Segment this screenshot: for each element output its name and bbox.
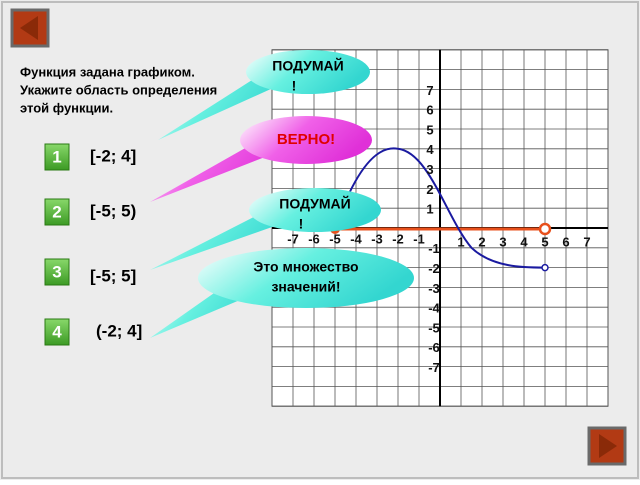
answer-text: (-2; 4] — [96, 321, 142, 340]
callout-bubble — [198, 248, 414, 308]
callout: ВЕРНО! — [150, 116, 372, 202]
x-tick-label: 6 — [562, 234, 569, 249]
x-tick-label: -3 — [371, 231, 383, 246]
y-tick-label: -3 — [428, 281, 440, 296]
answer-number: 2 — [52, 202, 61, 221]
y-tick-label: -7 — [428, 360, 440, 375]
callout-tail — [150, 206, 292, 270]
x-tick-label: -7 — [287, 231, 299, 246]
x-tick-label: 1 — [457, 234, 464, 249]
question: Функция задана графиком. Укажите область … — [20, 64, 217, 115]
answer-option[interactable]: 2 [-5; 5) — [44, 198, 136, 226]
answers: 1 [-2; 4] 2 [-5; 5) 3 [-5; 5] 4 (-2; 4] — [44, 143, 142, 346]
y-tick-label: 5 — [426, 122, 433, 137]
x-tick-label: 3 — [499, 234, 506, 249]
x-tick-label: -6 — [308, 231, 320, 246]
answer-button — [44, 318, 70, 346]
x-tick-label: -2 — [392, 231, 404, 246]
callout-text: ! — [299, 216, 304, 232]
nav-next[interactable] — [587, 426, 627, 466]
x-tick-label: -1 — [413, 231, 425, 246]
callout-tail — [158, 68, 287, 140]
y-tick-label: 1 — [426, 202, 433, 217]
y-tick-label: -2 — [428, 261, 440, 276]
answer-button — [44, 198, 70, 226]
x-tick-label: -5 — [329, 231, 341, 246]
answer-text: [-2; 4] — [90, 146, 136, 165]
callout: ПОДУМАЙ! — [150, 188, 381, 270]
y-tick-label: 6 — [426, 103, 433, 118]
answer-number: 3 — [52, 262, 61, 281]
y-tick-label: -4 — [428, 301, 440, 316]
axis-labels: -7 -6 -5 -4 -3 -2 -1 1 2 3 4 5 6 77654321-1-2-3-4-5-6… — [287, 83, 590, 375]
callout: ПОДУМАЙ! — [158, 50, 370, 140]
y-tick-label: -5 — [428, 320, 440, 335]
x-tick-label: 4 — [520, 234, 528, 249]
callout-text: Это множество — [253, 259, 358, 275]
callout-text: ПОДУМАЙ — [272, 57, 343, 74]
answer-number: 1 — [52, 147, 61, 166]
callout: Это множество значений! — [150, 248, 414, 338]
callout-text: значений! — [271, 279, 340, 295]
nav-prev[interactable] — [10, 8, 50, 48]
y-tick-label: 7 — [426, 83, 433, 98]
function-curve — [334, 147, 546, 269]
answer-text: [-5; 5] — [90, 266, 136, 285]
question-line: этой функции. — [20, 100, 113, 115]
answer-option[interactable]: 1 [-2; 4] — [44, 143, 136, 171]
x-tick-label: 2 — [478, 234, 485, 249]
question-line: Укажите область определения — [20, 82, 217, 97]
y-tick-label: 2 — [426, 182, 433, 197]
answer-option[interactable]: 4 (-2; 4] — [44, 318, 142, 346]
answer-button — [44, 258, 70, 286]
answer-text: [-5; 5) — [90, 201, 136, 220]
callout-text: ПОДУМАЙ — [279, 195, 350, 212]
y-tick-label: 4 — [426, 142, 434, 157]
callout-text: ! — [292, 78, 297, 94]
callout-bubble — [249, 188, 381, 232]
x-tick-label: -4 — [350, 231, 362, 246]
answer-number: 4 — [52, 322, 62, 341]
y-tick-label: -1 — [428, 241, 440, 256]
y-tick-label: -6 — [428, 340, 440, 355]
open-point — [541, 263, 549, 272]
open-point — [538, 222, 552, 236]
question-line: Функция задана графиком. — [20, 64, 195, 79]
callout-bubble — [246, 50, 370, 94]
callouts: ПОДУМАЙ!ВЕРНО!ПОДУМАЙ!Это множествозначе… — [150, 50, 414, 338]
callout-text: ВЕРНО! — [277, 131, 335, 148]
x-tick-label: 5 — [541, 234, 548, 249]
y-tick-label: 3 — [426, 162, 433, 177]
answer-option[interactable]: 3 [-5; 5] — [44, 258, 136, 286]
callout-bubble — [240, 116, 372, 164]
x-tick-label: 7 — [583, 234, 590, 249]
answer-button — [44, 143, 70, 171]
